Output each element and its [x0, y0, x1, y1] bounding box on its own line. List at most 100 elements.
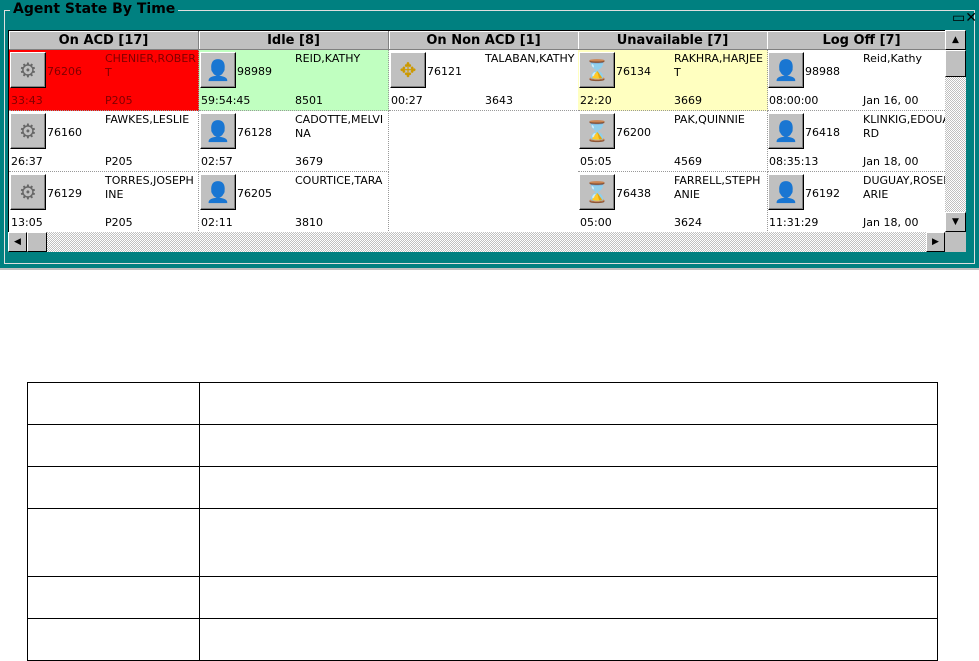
agent-code: 3679 — [295, 155, 323, 168]
agent-state-panel: Agent State By Time ▭✕ On ACD [17] ⚙ 76206… — [0, 0, 979, 270]
column-header[interactable]: Log Off [7] — [767, 31, 946, 50]
column-header[interactable]: On Non ACD [1] — [389, 31, 579, 50]
agent-code: Jan 18, 00 — [863, 155, 919, 168]
agent-cell[interactable]: ⚙ 76129 TORRES,JOSEPHINE 13:05 P205 — [9, 172, 199, 233]
horizontal-scrollbar[interactable]: ◀ ▶ — [8, 232, 945, 252]
state-duration: 00:27 — [391, 94, 423, 107]
scrollbar-corner — [945, 232, 966, 252]
agent-cell[interactable]: ⌛ 76438 FARRELL,STEPHANIE 05:00 3624 — [578, 172, 768, 233]
agent-code: 3669 — [674, 94, 702, 107]
scroll-right-button[interactable]: ▶ — [926, 232, 945, 252]
agent-code: 3643 — [485, 94, 513, 107]
panel-title: Agent State By Time — [10, 1, 179, 17]
state-duration: 33:43 — [11, 94, 43, 107]
agent-id: 76129 — [47, 187, 82, 200]
agent-cell[interactable]: 👤 98989 REID,KATHY 59:54:45 8501 — [199, 50, 389, 111]
agent-name: CADOTTE,MELVINA — [295, 113, 384, 140]
state-duration: 05:00 — [580, 216, 612, 229]
agent-id: 76438 — [616, 187, 651, 200]
table-cell — [27, 576, 200, 619]
agent-cell[interactable]: 👤 98988 Reid,Kathy 08:00:00 Jan 16, 00 — [767, 50, 946, 111]
phone-gears-icon: ⚙ — [10, 113, 46, 149]
state-duration: 08:35:13 — [769, 155, 819, 168]
agent-code: Jan 16, 00 — [863, 94, 919, 107]
agent-id: 76192 — [805, 187, 840, 200]
agent-code: P205 — [105, 155, 133, 168]
state-duration: 59:54:45 — [201, 94, 251, 107]
column-header[interactable]: Idle [8] — [199, 31, 389, 50]
table-cell — [27, 382, 200, 425]
agent-id: 76205 — [237, 187, 272, 200]
phone-gears-icon: ⚙ — [10, 174, 46, 210]
panel-frame — [4, 10, 975, 264]
state-duration: 05:05 — [580, 155, 612, 168]
state-duration: 22:20 — [580, 94, 612, 107]
agent-name: REID,KATHY — [295, 52, 361, 65]
restore-close-icon[interactable]: ▭✕ — [952, 10, 977, 26]
agent-cell[interactable]: ✥ 76121 TALABAN,KATHY 00:27 3643 — [389, 50, 579, 111]
state-duration: 13:05 — [11, 216, 43, 229]
column-header[interactable]: Unavailable [7] — [578, 31, 768, 50]
table-cell — [27, 466, 200, 509]
agent-name: KLINKIG,EDOUARD — [863, 113, 946, 140]
agent-code: P205 — [105, 216, 133, 229]
person-hourglass-icon: ⌛ — [579, 52, 615, 88]
agent-id: 98988 — [805, 65, 840, 78]
agent-cell[interactable]: ⌛ 76134 RAKHRA,HARJEET 22:20 3669 — [578, 50, 768, 111]
agent-name: PAK,QUINNIE — [674, 113, 745, 126]
table-cell — [199, 424, 938, 467]
scroll-up-button[interactable]: ▲ — [945, 30, 966, 50]
table-cell — [199, 508, 938, 577]
state-duration: 11:31:29 — [769, 216, 819, 229]
agent-cell[interactable]: 👤 76205 COURTICE,TARA 02:11 3810 — [199, 172, 389, 233]
table-cell — [199, 382, 938, 425]
horizontal-scroll-thumb[interactable] — [27, 232, 47, 252]
agent-name: TALABAN,KATHY — [485, 52, 575, 65]
gray-person-icon: 👤 — [768, 113, 804, 149]
agent-code: P205 — [105, 94, 133, 107]
agent-cell[interactable]: 👤 76128 CADOTTE,MELVINA 02:57 3679 — [199, 111, 389, 172]
state-duration: 08:00:00 — [769, 94, 819, 107]
gray-person-icon: 👤 — [768, 174, 804, 210]
green-person-icon: 👤 — [200, 52, 236, 88]
green-person-icon: 👤 — [200, 174, 236, 210]
agent-name: FARRELL,STEPHANIE — [674, 174, 761, 201]
agent-name: COURTICE,TARA — [295, 174, 383, 187]
table-cell — [199, 618, 938, 661]
table-cell — [27, 424, 200, 467]
agent-code: 3624 — [674, 216, 702, 229]
agent-cell[interactable]: ⌛ 76200 PAK,QUINNIE 05:05 4569 — [578, 111, 768, 172]
scroll-down-button[interactable]: ▼ — [945, 212, 966, 232]
agent-id: 76128 — [237, 126, 272, 139]
person-hourglass-icon: ⌛ — [579, 113, 615, 149]
agent-cell[interactable]: ⚙ 76160 FAWKES,LESLIE 26:37 P205 — [9, 111, 199, 172]
agent-id: 76134 — [616, 65, 651, 78]
scroll-left-button[interactable]: ◀ — [8, 232, 27, 252]
column-header[interactable]: On ACD [17] — [9, 31, 199, 50]
agent-name: FAWKES,LESLIE — [105, 113, 190, 126]
agent-id: 76160 — [47, 126, 82, 139]
agent-id: 76121 — [427, 65, 462, 78]
agent-grid: On ACD [17] ⚙ 76206 CHENIER,ROBERT 33:43 P205… — [8, 30, 946, 233]
phone-gears-icon: ⚙ — [10, 52, 46, 88]
agent-cell[interactable]: 👤 76192 DUGUAY,ROSEMARIE 11:31:29 Jan 18, 00 — [767, 172, 946, 233]
empty-table — [27, 382, 938, 661]
agent-cell[interactable]: 👤 76418 KLINKIG,EDOUARD 08:35:13 Jan 18, 00 — [767, 111, 946, 172]
agent-cell[interactable]: ⚙ 76206 CHENIER,ROBERT 33:43 P205 — [9, 50, 199, 111]
agent-code: Jan 18, 00 — [863, 216, 919, 229]
agent-name: CHENIER,ROBERT — [105, 52, 196, 79]
agent-id: 76418 — [805, 126, 840, 139]
agent-name: DUGUAY,ROSEMARIE — [863, 174, 946, 201]
state-duration: 02:11 — [201, 216, 233, 229]
agent-name: TORRES,JOSEPHINE — [105, 174, 194, 201]
table-cell — [199, 466, 938, 509]
state-duration: 02:57 — [201, 155, 233, 168]
agent-code: 4569 — [674, 155, 702, 168]
state-duration: 26:37 — [11, 155, 43, 168]
agent-name: RAKHRA,HARJEET — [674, 52, 764, 79]
vertical-scrollbar[interactable]: ▲ ▼ — [945, 30, 966, 232]
table-cell — [27, 508, 200, 577]
green-person-icon: 👤 — [200, 113, 236, 149]
agent-code: 8501 — [295, 94, 323, 107]
vertical-scroll-thumb[interactable] — [945, 50, 966, 77]
